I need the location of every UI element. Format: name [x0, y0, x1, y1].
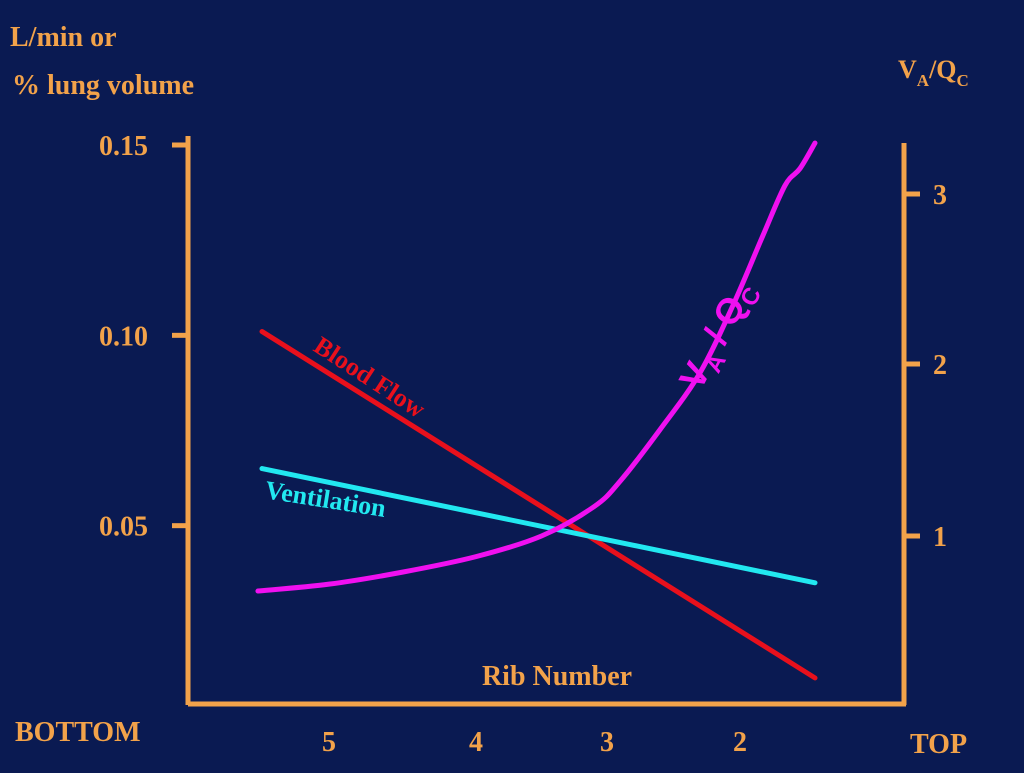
left-tick-label: 0.05 — [99, 512, 148, 543]
right-tick-label: 3 — [933, 180, 947, 211]
right-axis-title-mid: /Q — [928, 55, 956, 84]
ticks: 0.05 0.10 0.15 1 2 3 5 4 3 2 — [99, 131, 947, 758]
right-axis-title-sub1: A — [917, 71, 930, 90]
x-axis-right-end-label: TOP — [910, 729, 967, 760]
right-axis-title: VA/QC — [898, 55, 969, 90]
axes — [185, 136, 907, 707]
x-axis-left-end-label: BOTTOM — [15, 717, 141, 748]
left-axis-title-line2: % lung volume — [12, 70, 194, 101]
x-tick-label: 2 — [733, 727, 747, 758]
vaqc-curve-label: VA / QC — [671, 273, 767, 398]
series-layer — [255, 140, 818, 681]
right-axis-title-main: V — [898, 55, 917, 84]
ventilation-line — [259, 466, 818, 586]
left-tick-label: 0.10 — [99, 321, 148, 352]
blood-flow-line — [259, 329, 818, 681]
left-axis-title-line1: L/min or — [10, 22, 117, 53]
x-axis-title: Rib Number — [482, 661, 632, 692]
x-tick-label: 5 — [322, 727, 336, 758]
blood-flow-label: Blood Flow — [309, 331, 431, 424]
right-tick-label: 2 — [933, 350, 947, 381]
right-tick-label: 1 — [933, 522, 947, 553]
right-axis-title-sub2: C — [957, 71, 969, 90]
vaqc-curve — [255, 140, 818, 594]
left-tick-label: 0.15 — [99, 131, 148, 162]
x-tick-label: 3 — [600, 727, 614, 758]
x-tick-label: 4 — [469, 727, 483, 758]
